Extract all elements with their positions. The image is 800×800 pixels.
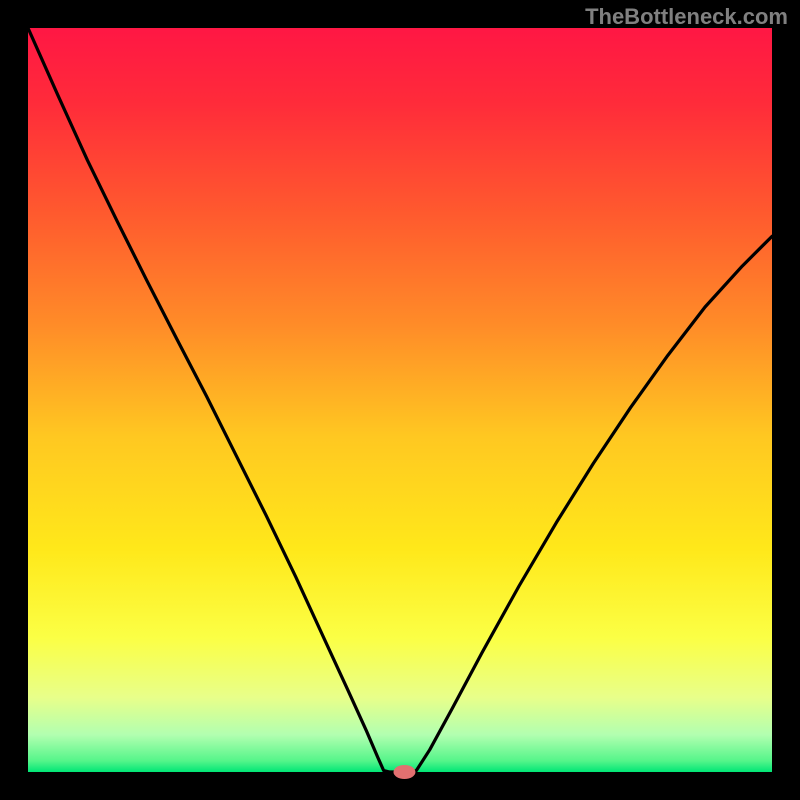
watermark-text: TheBottleneck.com [585, 4, 788, 30]
plot-background [28, 28, 772, 772]
bottleneck-chart [0, 0, 800, 800]
optimum-marker [393, 765, 415, 779]
chart-container: TheBottleneck.com [0, 0, 800, 800]
